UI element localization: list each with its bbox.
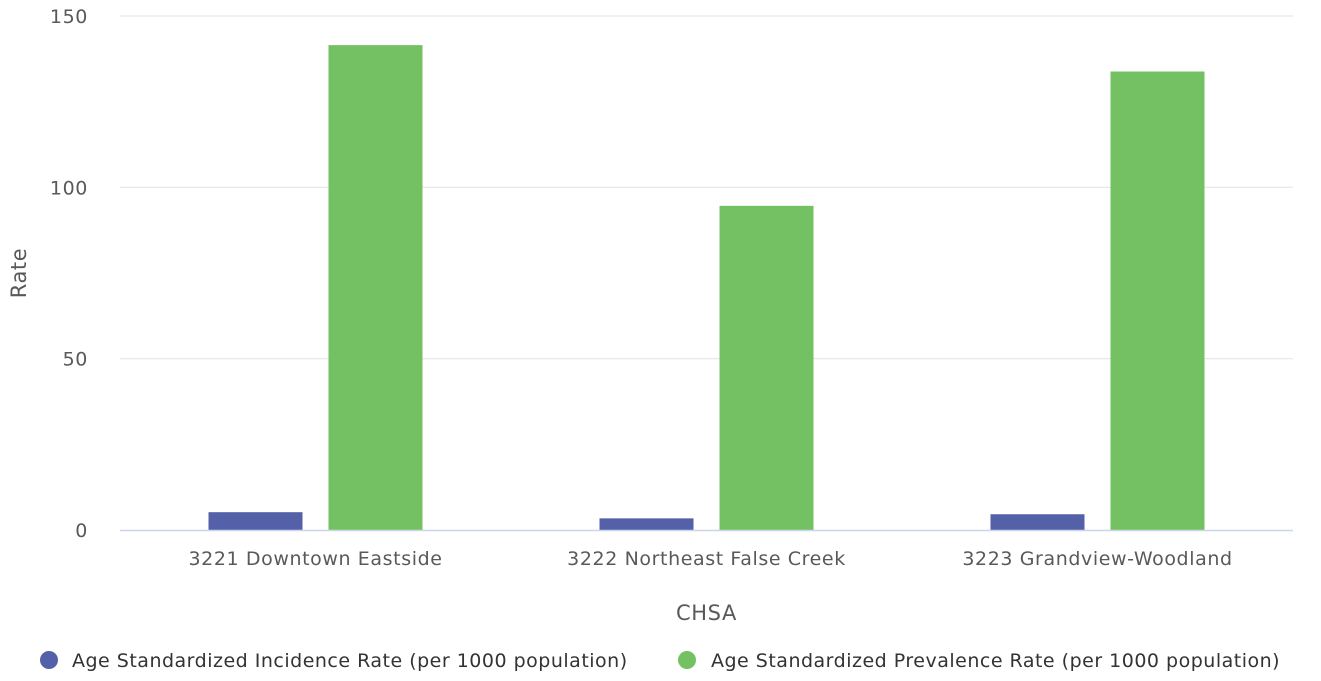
y-axis-title: Rate (7, 248, 31, 299)
legend-marker (678, 651, 696, 669)
incidence-bar[interactable] (990, 514, 1085, 530)
bars (208, 45, 1205, 531)
y-axis-ticks: 0 50 100 150 (50, 6, 88, 542)
prevalence-bar[interactable] (1110, 71, 1205, 531)
legend-item[interactable]: Age Standardized Prevalence Rate (per 10… (678, 650, 1280, 672)
x-tick-label: 3221 Downtown Eastside (188, 548, 442, 570)
x-axis-title: CHSA (676, 601, 737, 625)
x-tick-label: 3222 Northeast False Creek (567, 548, 846, 570)
legend-item[interactable]: Age Standardized Incidence Rate (per 100… (40, 650, 628, 672)
incidence-bar[interactable] (599, 518, 694, 530)
x-axis-ticks: 3221 Downtown Eastside 3222 Northeast Fal… (188, 548, 1232, 570)
x-tick-label: 3223 Grandview-Woodland (962, 548, 1232, 570)
incidence-bar[interactable] (208, 512, 303, 530)
legend: Age Standardized Incidence Rate (per 100… (40, 650, 1280, 672)
y-tick-label: 0 (75, 520, 88, 542)
legend-marker (40, 651, 58, 669)
grid-lines (120, 15, 1293, 360)
y-tick-label: 50 (63, 349, 88, 371)
y-tick-label: 100 (50, 177, 88, 199)
prevalence-bar[interactable] (719, 205, 814, 530)
legend-label: Age Standardized Prevalence Rate (per 10… (711, 650, 1280, 672)
prevalence-bar[interactable] (328, 45, 423, 530)
legend-label: Age Standardized Incidence Rate (per 100… (72, 650, 628, 672)
y-tick-label: 150 (50, 6, 88, 28)
